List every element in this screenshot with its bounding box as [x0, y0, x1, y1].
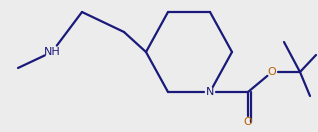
Text: NH: NH	[44, 47, 60, 57]
Text: O: O	[268, 67, 276, 77]
Text: N: N	[206, 87, 214, 97]
Text: O: O	[244, 117, 252, 127]
